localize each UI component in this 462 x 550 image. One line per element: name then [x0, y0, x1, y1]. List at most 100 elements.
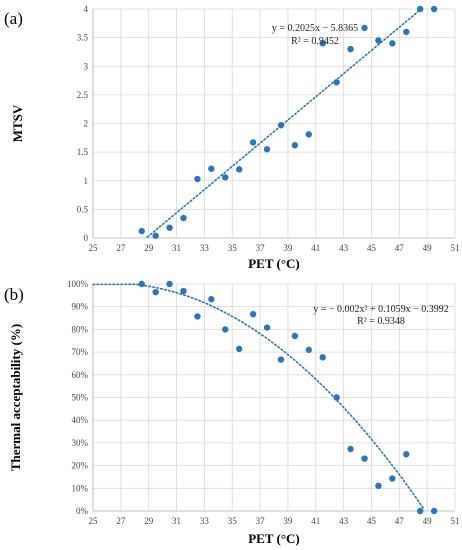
x-tick-label: 51 — [451, 516, 460, 526]
data-point — [389, 40, 396, 47]
data-point — [319, 354, 326, 361]
y-tick-label: 90% — [72, 302, 89, 312]
x-tick-label: 49 — [423, 516, 433, 526]
r-squared-label: R² = 0.9452 — [291, 36, 339, 47]
data-point — [361, 24, 368, 32]
data-point — [305, 131, 313, 138]
x-tick-label: 47 — [395, 243, 405, 253]
r-squared-label: R² = 0.9348 — [357, 316, 405, 327]
x-tick-label: 41 — [311, 243, 320, 253]
data-point — [235, 166, 243, 173]
x-tick-label: 47 — [395, 516, 405, 526]
x-tick-label: 37 — [256, 243, 266, 253]
y-axis-title: Thermal acceptability (%) — [8, 324, 23, 471]
data-point — [430, 507, 438, 515]
x-tick-label: 27 — [116, 243, 126, 253]
data-point — [375, 482, 382, 490]
x-tick-label: 35 — [228, 516, 238, 526]
x-tick-label: 25 — [89, 243, 99, 253]
y-tick-label: 60% — [72, 370, 89, 380]
data-point — [416, 507, 424, 515]
panel-label: (a) — [4, 9, 23, 28]
x-tick-label: 49 — [423, 243, 433, 253]
x-tick-label: 35 — [228, 243, 238, 253]
data-point — [333, 394, 340, 401]
y-tick-label: 1.5 — [77, 147, 89, 157]
y-tick-label: 2.5 — [77, 90, 89, 100]
data-point — [249, 139, 257, 146]
data-point — [291, 332, 299, 340]
data-point — [138, 280, 145, 288]
data-point — [263, 146, 271, 153]
data-point — [291, 142, 299, 149]
x-tick-label: 45 — [367, 516, 377, 526]
x-tick-label: 31 — [172, 516, 181, 526]
trendline — [92, 283, 425, 509]
x-tick-label: 31 — [172, 243, 181, 253]
data-point — [222, 174, 229, 181]
data-point — [430, 5, 438, 13]
data-point — [249, 310, 257, 318]
x-axis-title: PET (°C) — [248, 256, 300, 271]
x-tick-label: 39 — [283, 516, 293, 526]
y-tick-label: 80% — [72, 324, 89, 334]
x-axis-title: PET (°C) — [248, 531, 300, 546]
data-point — [138, 227, 145, 235]
data-point — [416, 5, 424, 13]
data-point — [180, 214, 187, 222]
chart-panel-b: (b) 0% 10% 20% 30% 40% 50% 60% 70% 80% 90% 100% 25 27… — [4, 279, 460, 546]
data-point — [277, 122, 285, 129]
trendline-equation: y = 0.2025x − 5.8365 — [272, 23, 358, 34]
trendline-equation: y = − 0.002x² + 0.1059x − 0.3992 — [313, 304, 449, 315]
x-tick-label: 33 — [200, 516, 210, 526]
data-point — [375, 37, 382, 44]
data-point — [347, 45, 354, 53]
x-tick-label: 29 — [144, 243, 154, 253]
x-tick-label: 27 — [116, 516, 126, 526]
chart-panel-a: (a) 0 0.5 1 1.5 2 2.5 3 3.5 4 25 27 29 31 33 35 37 39 41 43… — [4, 4, 460, 271]
data-point — [305, 346, 313, 354]
data-point — [166, 280, 173, 288]
data-point — [333, 79, 340, 86]
data-point — [180, 287, 187, 295]
data-point — [319, 40, 326, 47]
x-tick-label: 29 — [144, 516, 154, 526]
y-axis-title: MTSV — [10, 104, 25, 142]
y-tick-label: 2 — [84, 119, 89, 129]
x-tick-label: 41 — [311, 516, 320, 526]
x-tick-label: 43 — [339, 516, 349, 526]
data-point — [166, 224, 173, 231]
data-point — [152, 288, 159, 296]
x-tick-label: 25 — [89, 516, 99, 526]
y-tick-label: 30% — [72, 438, 89, 448]
data-point — [208, 296, 215, 303]
y-tick-label: 4 — [84, 4, 89, 14]
y-tick-label: 100% — [67, 279, 89, 289]
data-point — [277, 356, 285, 363]
y-tick-label: 0 — [84, 233, 89, 243]
y-tick-label: 0.5 — [77, 204, 89, 214]
x-tick-label: 39 — [283, 243, 293, 253]
x-tick-label: 37 — [256, 516, 266, 526]
data-point — [194, 175, 201, 183]
y-tick-label: 10% — [72, 483, 89, 493]
data-point — [403, 451, 410, 458]
y-tick-label: 0% — [76, 506, 89, 516]
data-point — [194, 313, 201, 320]
y-tick-label: 3 — [84, 61, 89, 71]
data-point — [347, 445, 354, 453]
data-point — [222, 326, 229, 333]
x-tick-label: 45 — [367, 243, 377, 253]
data-point — [235, 345, 243, 353]
y-tick-label: 3.5 — [77, 33, 89, 43]
y-tick-label: 50% — [72, 393, 89, 403]
y-tick-label: 1 — [84, 176, 89, 186]
data-point — [152, 232, 159, 239]
data-point — [208, 165, 215, 172]
x-tick-label: 51 — [451, 243, 460, 253]
panel-label: (b) — [4, 285, 24, 304]
x-tick-label: 43 — [339, 243, 349, 253]
y-tick-label: 70% — [72, 347, 89, 357]
data-point — [389, 475, 396, 482]
